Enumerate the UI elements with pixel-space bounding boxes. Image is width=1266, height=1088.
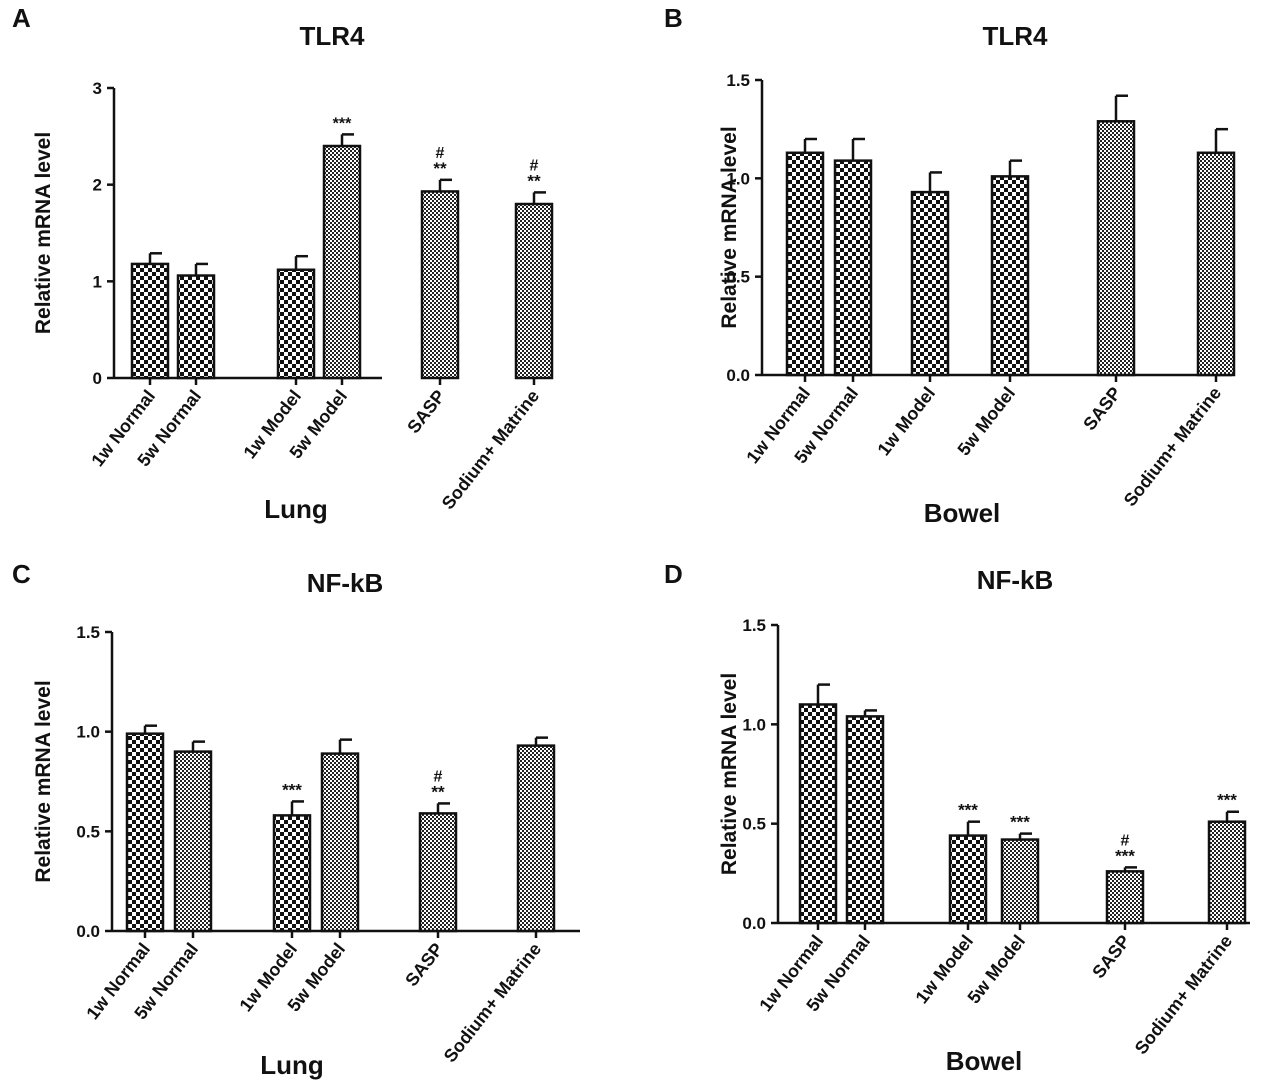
x-axis-label: Lung xyxy=(264,494,328,524)
panel-letter: D xyxy=(664,559,683,589)
bar xyxy=(130,262,170,380)
significance-stars: *** xyxy=(1115,846,1135,865)
x-tick-label: 5w Model xyxy=(954,383,1020,459)
bar xyxy=(1000,838,1040,925)
x-tick-label: Sodium+ Matrine xyxy=(438,386,543,513)
chart-title: NF-kB xyxy=(307,568,384,598)
x-tick-label: SASP xyxy=(403,386,449,437)
y-tick-label: 0 xyxy=(93,369,102,388)
bar xyxy=(173,750,213,933)
bar xyxy=(785,151,825,377)
bar xyxy=(276,268,316,380)
bar xyxy=(948,834,988,925)
bar xyxy=(910,190,950,377)
bar xyxy=(990,175,1030,377)
significance-hash: # xyxy=(434,768,443,785)
significance-hash: # xyxy=(1121,832,1130,849)
significance-hash: # xyxy=(530,157,539,174)
panel-letter: B xyxy=(664,3,683,33)
y-tick-label: 1 xyxy=(93,272,102,291)
chart-title: TLR4 xyxy=(300,21,366,51)
y-tick-label: 1.0 xyxy=(76,723,100,742)
x-tick-label: SASP xyxy=(401,939,447,990)
significance-stars: *** xyxy=(1010,813,1030,832)
y-tick-label: 0.5 xyxy=(76,822,100,841)
significance-stars: *** xyxy=(1217,791,1237,810)
x-axis-label: Bowel xyxy=(946,1046,1023,1076)
x-tick-label: 1w Model xyxy=(874,383,940,459)
y-tick-label: 0.5 xyxy=(742,815,766,834)
x-tick-label: SASP xyxy=(1079,383,1125,434)
significance-stars: ** xyxy=(433,159,447,178)
y-tick-label: 2 xyxy=(93,176,102,195)
bar xyxy=(845,715,885,925)
y-tick-label: 1.0 xyxy=(726,169,750,188)
significance-stars: *** xyxy=(958,801,978,820)
x-tick-label: Sodium+ Matrine xyxy=(440,939,545,1066)
y-axis-label: Relative mRNA level xyxy=(32,132,55,334)
panel-letter: C xyxy=(12,559,31,589)
y-tick-label: 0.0 xyxy=(742,914,766,933)
y-tick-label: 1.0 xyxy=(742,715,766,734)
bar xyxy=(322,144,362,380)
y-axis-label: Relative mRNA level xyxy=(718,673,741,875)
y-axis-label: Relative mRNA level xyxy=(32,680,55,882)
significance-stars: *** xyxy=(282,780,302,799)
significance-hash: *** xyxy=(333,115,352,132)
bar xyxy=(176,274,216,380)
significance-stars: ** xyxy=(527,171,541,190)
y-tick-label: 1.5 xyxy=(76,623,100,642)
x-axis-label: Bowel xyxy=(924,498,1001,528)
panel-letter: A xyxy=(12,3,31,33)
bar xyxy=(798,703,838,925)
y-axis-label: Relative mRNA level xyxy=(718,126,741,328)
bar xyxy=(516,744,556,933)
y-tick-label: 0.5 xyxy=(726,268,750,287)
bar xyxy=(420,190,460,380)
x-tick-label: SASP xyxy=(1088,931,1134,982)
bar xyxy=(418,812,458,933)
bar xyxy=(514,202,554,380)
bar xyxy=(125,732,165,933)
x-tick-label: Sodium+ Matrine xyxy=(1131,931,1236,1058)
y-tick-label: 1.5 xyxy=(742,616,766,635)
y-tick-label: 0.0 xyxy=(726,366,750,385)
chart-title: NF-kB xyxy=(977,565,1054,595)
y-tick-label: 0.0 xyxy=(76,922,100,941)
bar xyxy=(1196,151,1236,377)
significance-hash: # xyxy=(436,145,445,162)
y-tick-label: 1.5 xyxy=(726,71,750,90)
bar xyxy=(320,752,360,933)
bar xyxy=(272,814,312,933)
x-tick-label: Sodium+ Matrine xyxy=(1120,383,1225,510)
bar xyxy=(833,159,873,377)
bar xyxy=(1207,820,1247,925)
x-axis-label: Lung xyxy=(260,1050,324,1080)
y-tick-label: 3 xyxy=(93,79,102,98)
bar xyxy=(1105,870,1145,925)
chart-title: TLR4 xyxy=(983,21,1049,51)
bar xyxy=(1096,120,1136,377)
significance-stars: ** xyxy=(431,782,445,801)
